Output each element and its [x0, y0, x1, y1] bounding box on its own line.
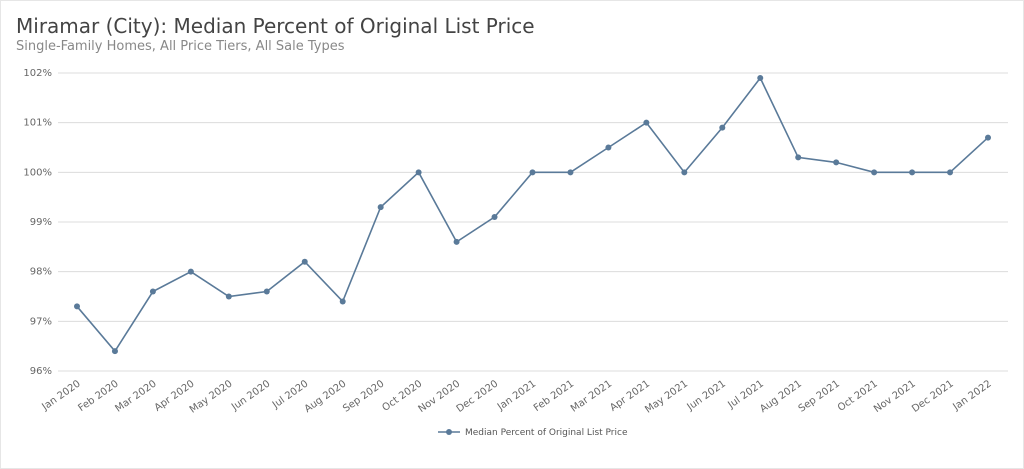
- data-point: [301, 258, 308, 265]
- x-tick-label: Feb 2020: [76, 378, 120, 414]
- data-point: [833, 159, 840, 166]
- x-tick-label: Nov 2020: [417, 378, 463, 415]
- x-tick-label: Sep 2021: [797, 378, 842, 414]
- data-point: [225, 293, 232, 300]
- data-point: [453, 238, 460, 245]
- data-point: [149, 288, 156, 295]
- data-point: [681, 169, 688, 176]
- x-tick-label: Dec 2020: [455, 378, 501, 415]
- x-tick-label: Aug 2021: [758, 378, 804, 415]
- series-line: [76, 76, 989, 353]
- chart-title: Miramar (City): Median Percent of Origin…: [16, 14, 535, 38]
- chart-subtitle: Single-Family Homes, All Price Tiers, Al…: [16, 39, 345, 54]
- data-point: [947, 169, 954, 176]
- y-tick-label: 100%: [23, 167, 52, 178]
- y-tick-label: 96%: [30, 366, 52, 377]
- data-point: [415, 169, 422, 176]
- data-point: [605, 144, 612, 151]
- x-tick-label: Nov 2021: [872, 378, 918, 415]
- y-tick-label: 97%: [30, 316, 52, 327]
- legend-label: Median Percent of Original List Price: [465, 428, 628, 438]
- data-point: [719, 124, 726, 131]
- data-point: [643, 119, 650, 126]
- data-point: [339, 298, 346, 305]
- x-tick-label: Jan 2020: [40, 378, 83, 413]
- legend-marker: [446, 429, 452, 435]
- data-point: [187, 268, 194, 275]
- x-tick-label: Jun 2021: [685, 378, 728, 413]
- data-point: [263, 288, 270, 295]
- data-point: [567, 169, 574, 176]
- data-point: [909, 169, 916, 176]
- data-point: [74, 303, 80, 310]
- x-tick-label: Mar 2021: [569, 378, 614, 414]
- y-tick-label: 99%: [30, 217, 52, 228]
- data-point: [871, 169, 878, 176]
- data-point: [757, 74, 764, 81]
- x-tick-label: Dec 2021: [910, 378, 956, 415]
- data-point: [529, 169, 536, 176]
- data-point: [377, 204, 384, 211]
- y-tick-label: 101%: [23, 118, 52, 129]
- x-tick-label: May 2021: [643, 378, 690, 415]
- y-tick-label: 98%: [30, 267, 52, 278]
- data-point: [985, 134, 991, 141]
- x-tick-label: Jan 2022: [951, 378, 994, 413]
- x-tick-label: Aug 2020: [303, 378, 349, 415]
- data-point: [111, 348, 118, 355]
- x-tick-label: Sep 2020: [341, 378, 386, 414]
- data-point: [491, 214, 498, 221]
- x-tick-label: Mar 2020: [113, 378, 158, 414]
- x-tick-label: Jan 2021: [495, 378, 538, 413]
- data-point: [795, 154, 802, 161]
- x-tick-label: Jun 2020: [229, 378, 272, 413]
- x-tick-label: May 2020: [188, 378, 235, 415]
- y-tick-label: 102%: [23, 68, 52, 79]
- x-tick-label: Feb 2021: [532, 378, 576, 414]
